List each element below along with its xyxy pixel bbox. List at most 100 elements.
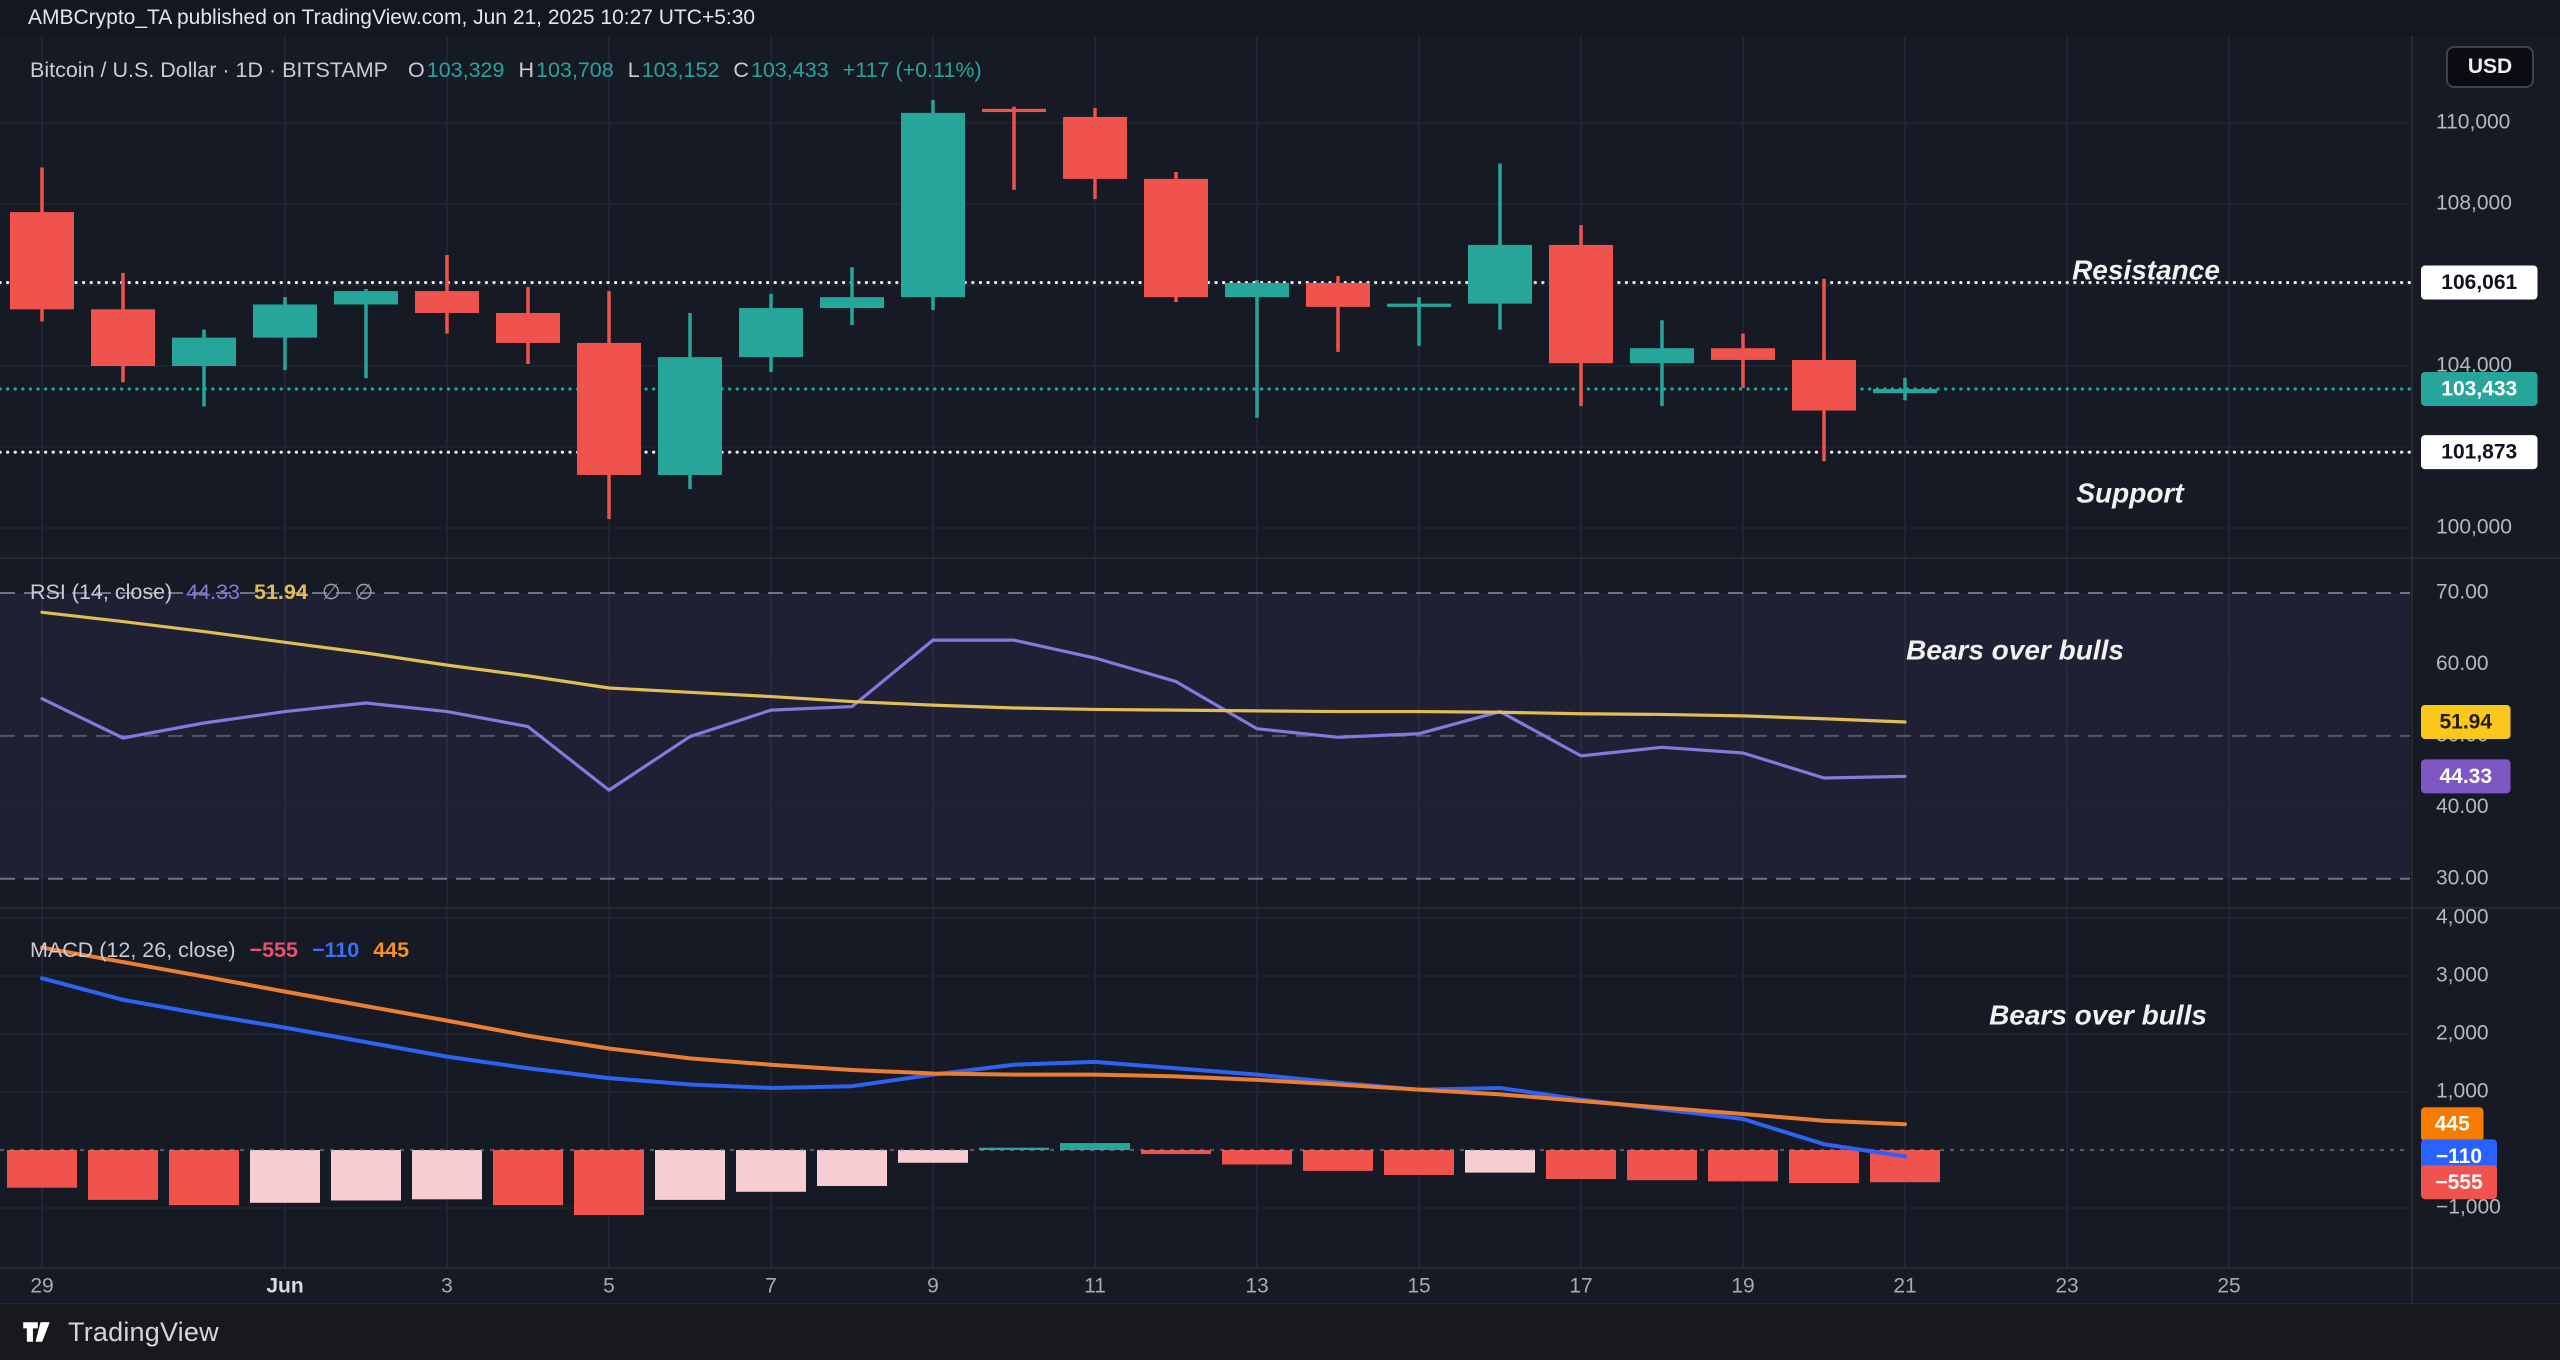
symbol-legend: Bitcoin / U.S. Dollar · 1D · BITSTAMP O1… [30,58,982,83]
axis-value-badge [2421,1165,2497,1200]
axis-badge-label: −110 [2436,1145,2482,1168]
rsi-line [40,638,1907,792]
macd-histogram-bar [1789,1150,1859,1184]
chart-annotation: Support [2076,477,2185,508]
candle-body-up [253,304,317,338]
axis-badge-label: 101,873 [2441,441,2517,464]
macd-histogram-bar [1141,1150,1211,1155]
macd-histogram-bar [1546,1150,1616,1180]
axis-label: 70.00 [2436,581,2489,604]
macd-histogram-bar [493,1150,563,1206]
time-axis-label: Jun [266,1275,303,1298]
time-axis-label: 5 [603,1275,615,1298]
candle-body-down [1306,282,1370,307]
axis-value-badge [2421,435,2538,470]
rsi-ma-value: 51.94 [254,580,308,604]
axis-badge-label: −555 [2435,1171,2483,1194]
candle-body-down [1711,348,1775,360]
macd-histogram-bar [979,1147,1049,1151]
chart-annotation: Resistance [2072,254,2220,285]
macd-histogram-bar [736,1150,806,1192]
axis-label: −1,000 [2436,1196,2501,1219]
axis-value-badge [2421,371,2538,406]
axis-label: 110,000 [2436,111,2510,134]
macd-histogram-bar [1303,1150,1373,1171]
candle-body-down [1792,359,1856,411]
ohlc-close: C103,433 [733,58,829,82]
axis-value-badge [2421,1107,2484,1142]
candle-body-up [334,291,398,305]
macd-signal-line [40,945,1907,1127]
macd-histogram-bar [898,1150,968,1163]
axis-value-badge [2421,265,2538,300]
time-axis-label: 25 [2217,1275,2240,1298]
macd-histogram-bar [1465,1150,1535,1173]
time-axis-label: 15 [1407,1275,1430,1298]
candle-body-up [1225,282,1289,298]
axis-badge-label: 51.94 [2439,711,2492,734]
tradingview-logo-icon[interactable] [22,1315,56,1349]
rsi-legend: RSI (14, close) 44.33 51.94 ∅ ∅ [30,580,373,605]
currency-toggle-button[interactable]: USD [2446,46,2534,88]
macd-line-value: −110 [311,938,360,962]
time-scale-axis[interactable] [0,1268,2412,1304]
rsi-band [0,593,2410,879]
macd-legend-title: MACD (12, 26, close) [30,938,236,962]
axis-badge-label: 445 [2435,1113,2470,1136]
macd-histogram-bar [1627,1150,1697,1181]
candle-body-down [415,291,479,313]
candle-body-down [1549,244,1613,364]
axis-label: 30.00 [2436,866,2489,889]
axis-label: 3,000 [2436,964,2489,987]
candle-body-down [91,309,155,367]
candle-body-up [739,308,803,358]
rsi-empty-icon-2: ∅ [354,580,374,604]
time-axis-label: 3 [441,1275,453,1298]
macd-histogram-bar [817,1150,887,1186]
macd-line [40,976,1907,1159]
axis-label: 108,000 [2436,192,2512,215]
time-axis-label: 23 [2055,1275,2078,1298]
symbol-title: Bitcoin / U.S. Dollar · 1D · BITSTAMP [30,58,389,82]
time-axis-label: 21 [1893,1275,1916,1298]
macd-histogram-bar [7,1150,77,1188]
macd-histogram-bar [331,1150,401,1201]
macd-histogram-bar [412,1150,482,1200]
macd-histogram-bar [1384,1150,1454,1175]
axis-badge-label: 44.33 [2439,765,2492,788]
candle-body-up [1630,348,1694,364]
macd-signal-value: 445 [373,938,410,962]
macd-hist-value: −555 [249,938,298,962]
macd-histogram-bar [1222,1150,1292,1165]
candle-body-down [1144,178,1208,298]
candle-body-up [901,112,965,298]
axis-label: 1,000 [2436,1080,2489,1103]
axis-label: 104,000 [2436,354,2512,377]
footer-bar: TradingView [0,1304,2560,1360]
candle-body-up [658,357,722,475]
price-scale-axis[interactable] [2412,36,2560,1268]
candle-body-up [172,337,236,367]
macd-histogram-bar [655,1150,725,1200]
rsi-legend-title: RSI (14, close) [30,580,173,604]
axis-label: 100,000 [2436,516,2512,539]
macd-histogram-bar [1708,1150,1778,1182]
rsi-ma-line [40,610,1907,724]
axis-label: 40.00 [2436,795,2489,818]
candle-body-up [820,297,884,309]
macd-legend: MACD (12, 26, close) −555 −110 445 [30,938,409,963]
macd-histogram-bar [169,1150,239,1206]
ohlc-open: O103,329 [408,58,505,82]
candle-body-down [496,312,560,343]
time-axis-label: 29 [30,1275,53,1298]
rsi-empty-icon-1: ∅ [321,580,341,604]
macd-histogram-bar [250,1150,320,1203]
footer-brand-text[interactable]: TradingView [68,1316,219,1347]
axis-value-badge [2421,1139,2497,1174]
axis-value-badge [2421,705,2511,739]
time-axis-label: 13 [1245,1275,1268,1298]
rsi-value: 44.33 [186,580,240,604]
ohlc-low: L103,152 [627,58,720,82]
